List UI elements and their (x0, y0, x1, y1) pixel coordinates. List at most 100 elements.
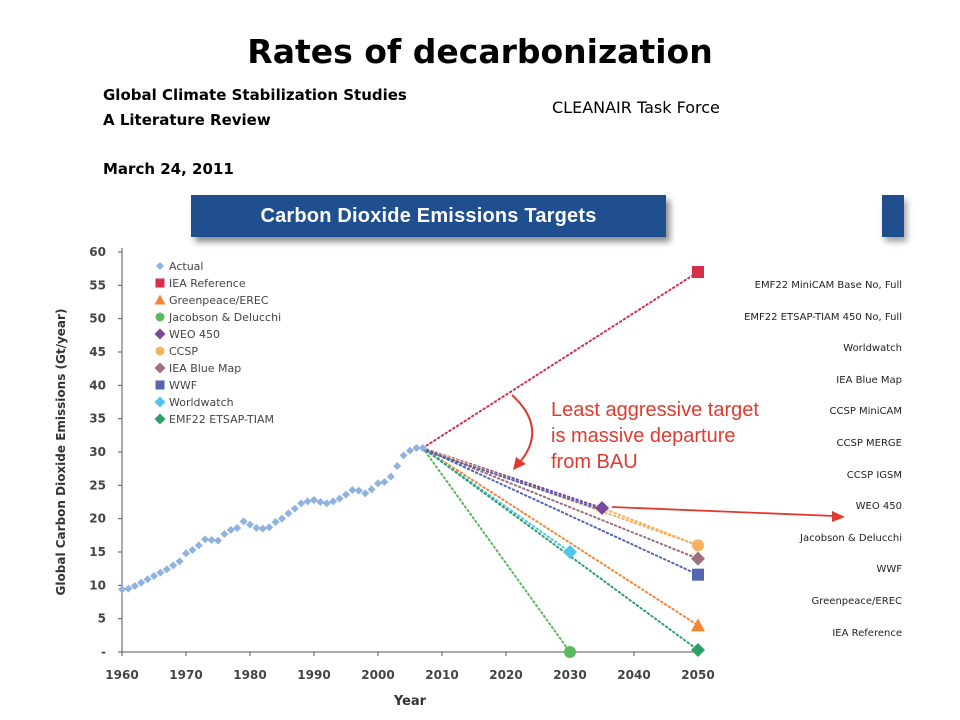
actual-data-point (374, 479, 382, 488)
x-tick-label: 2020 (489, 668, 522, 682)
actual-data-point (207, 536, 216, 544)
projection-line (421, 449, 603, 511)
target-marker (692, 266, 704, 278)
scenario-label: IEA Blue Map (836, 374, 902, 386)
actual-data-point (169, 561, 178, 570)
target-marker (692, 568, 704, 581)
scenario-label: CCSP MiniCAM (829, 406, 903, 418)
target-marker (691, 643, 705, 657)
legend-label: EMF22 ETSAP-TIAM (169, 413, 274, 426)
target-marker (691, 618, 705, 632)
actual-data-point (246, 520, 254, 529)
projection-line (421, 447, 699, 560)
taskforce-label: CLEANAIR Task Force (552, 98, 720, 117)
actual-data-point (124, 584, 133, 593)
actual-data-point (182, 549, 190, 558)
legend-label: CCSP (169, 345, 198, 358)
actual-data-point (361, 489, 370, 498)
actual-data-point (278, 514, 286, 523)
legend-label: WWF (169, 379, 197, 392)
x-axis-label: Year (393, 694, 427, 709)
x-tick-label: 1970 (169, 668, 202, 682)
y-tick-label: 50 (89, 312, 106, 326)
target-marker (564, 646, 576, 658)
actual-data-point (322, 499, 331, 508)
actual-data-point (297, 499, 306, 508)
reference-line-1: Global Climate Stabilization Studies (103, 86, 407, 104)
y-tick-label: 45 (89, 345, 106, 359)
legend-label: IEA Blue Map (169, 362, 241, 375)
x-tick-label: 2000 (361, 668, 394, 682)
actual-data-point (143, 575, 152, 584)
actual-data-point (194, 541, 203, 550)
legend-label: Actual (169, 260, 203, 273)
scenario-label: Greenpeace/EREC (811, 596, 903, 607)
y-axis-label: Global Carbon Dioxide Emissions (Gt/year… (54, 309, 68, 596)
actual-data-point (418, 444, 427, 452)
target-marker (563, 545, 577, 559)
legend-label: IEA Reference (169, 277, 246, 290)
scenario-label: EMF22 ETSAP-TIAM 450 No, Full (744, 311, 902, 323)
annotation-text: is massive departure (551, 425, 736, 447)
actual-data-point (393, 462, 402, 470)
actual-data-point (156, 568, 165, 577)
y-tick-label: 25 (89, 478, 106, 492)
projection-line (421, 447, 699, 651)
legend-label: Jacobson & Delucchi (168, 311, 281, 324)
legend-marker (154, 396, 166, 408)
actual-data-point (316, 498, 325, 506)
actual-data-point (239, 517, 248, 526)
x-tick-label: 2010 (425, 668, 458, 682)
actual-data-point (380, 478, 389, 486)
scenario-label: Worldwatch (843, 343, 902, 355)
legend-marker (156, 262, 164, 270)
actual-data-point (252, 524, 261, 532)
legend-marker (155, 312, 165, 322)
y-tick-label: 35 (89, 412, 106, 426)
actual-data-point (367, 485, 376, 494)
legend-label: Greenpeace/EREC (169, 294, 269, 307)
actual-data-point (258, 524, 267, 533)
annotation-pointer-head (832, 511, 845, 522)
scenario-label: IEA Reference (832, 627, 902, 639)
projection-line (601, 507, 699, 547)
legend-marker (155, 346, 165, 356)
actual-data-point (386, 472, 395, 481)
y-tick-label: 55 (89, 278, 106, 292)
actual-data-point (137, 578, 146, 587)
target-marker (691, 551, 705, 566)
actual-data-point (265, 523, 274, 532)
projection-line (421, 447, 699, 627)
scenario-label: WWF (876, 564, 902, 576)
x-tick-label: 1960 (105, 668, 138, 682)
projection-line (421, 447, 571, 653)
x-tick-label: 2050 (681, 668, 714, 682)
chart-banner: Carbon Dioxide Emissions Targets (191, 195, 666, 237)
annotation-arc-arrow (511, 394, 534, 463)
y-tick-label: 30 (89, 445, 106, 459)
actual-data-point (284, 509, 293, 518)
scenario-label: CCSP IGSM (846, 469, 902, 481)
projection-line (421, 271, 699, 449)
scenario-label: WEO 450 (855, 501, 902, 513)
target-marker (692, 539, 704, 552)
annotation-pointer-arrow (611, 506, 836, 517)
x-tick-label: 1980 (233, 668, 266, 682)
actual-data-point (130, 582, 139, 590)
actual-data-point (162, 565, 171, 574)
actual-data-point (303, 497, 312, 506)
x-tick-label: 2030 (553, 668, 586, 682)
y-tick-label: 5 (98, 612, 106, 626)
actual-data-point (406, 446, 414, 455)
actual-data-point (150, 572, 158, 580)
actual-data-point (175, 557, 184, 566)
actual-data-point (188, 546, 197, 554)
slide-title: Rates of decarbonization (247, 32, 713, 71)
legend-label: Worldwatch (169, 396, 234, 409)
x-tick-label: 2040 (617, 668, 650, 682)
actual-data-point (226, 526, 235, 534)
secondary-banner-fragment (882, 195, 904, 237)
actual-data-point (348, 486, 357, 494)
legend-label: WEO 450 (169, 328, 220, 341)
scenario-label: EMF22 MiniCAM Base No, Full (754, 280, 902, 291)
